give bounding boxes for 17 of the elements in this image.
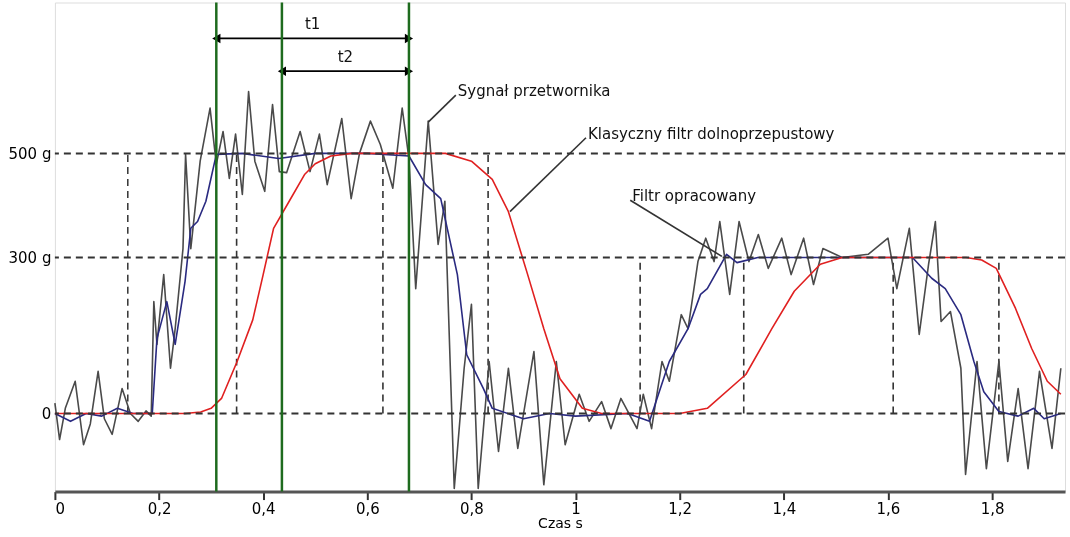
x-tick-label: 0,2: [147, 500, 172, 519]
annotation: Filtr opracowany: [632, 187, 757, 206]
y-tick-label: 500 g: [8, 144, 52, 163]
x-tick-label: 0,6: [355, 500, 380, 519]
x-tick-label: 1,8: [980, 500, 1005, 519]
y-tick-label: 0: [41, 405, 52, 424]
x-tick-label: 1,4: [772, 500, 797, 519]
x-tick-label: 0: [55, 500, 65, 519]
annotation: t1: [304, 15, 321, 34]
x-tick-label: 1,2: [668, 500, 693, 519]
annotation: Sygnał przetwornika: [457, 82, 611, 101]
x-tick-label: 0,4: [251, 500, 276, 519]
y-tick-label: 300 g: [8, 248, 52, 267]
annotation: t2: [337, 48, 354, 67]
annotation: Klasyczny filtr dolnoprzepustowy: [587, 124, 835, 143]
x-tick-label: 0,8: [460, 500, 484, 519]
x-tick-label: 1,6: [876, 500, 901, 519]
